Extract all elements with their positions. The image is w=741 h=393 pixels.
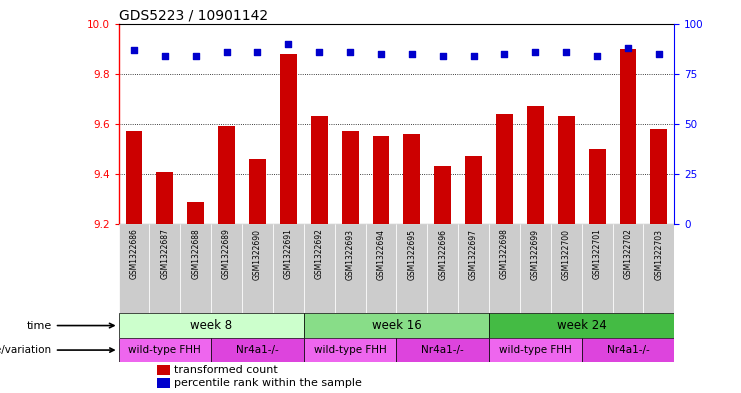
Point xyxy=(468,53,479,59)
Point xyxy=(437,53,449,59)
Bar xyxy=(187,202,205,224)
Bar xyxy=(496,114,513,224)
Text: GSM1322699: GSM1322699 xyxy=(531,229,540,279)
Bar xyxy=(558,116,575,224)
FancyBboxPatch shape xyxy=(489,313,674,338)
FancyBboxPatch shape xyxy=(613,224,643,313)
FancyBboxPatch shape xyxy=(119,338,211,362)
FancyBboxPatch shape xyxy=(489,224,520,313)
Text: GSM1322703: GSM1322703 xyxy=(654,229,663,279)
FancyBboxPatch shape xyxy=(582,224,613,313)
Text: GSM1322688: GSM1322688 xyxy=(191,229,200,279)
FancyBboxPatch shape xyxy=(119,313,304,338)
Text: GSM1322686: GSM1322686 xyxy=(130,229,139,279)
Text: genotype/variation: genotype/variation xyxy=(0,345,114,355)
Text: Nr4a1-/-: Nr4a1-/- xyxy=(236,345,279,355)
FancyBboxPatch shape xyxy=(273,224,304,313)
FancyBboxPatch shape xyxy=(520,224,551,313)
FancyBboxPatch shape xyxy=(396,224,428,313)
Bar xyxy=(157,365,170,375)
Bar xyxy=(434,167,451,224)
Text: GSM1322696: GSM1322696 xyxy=(438,229,448,279)
Point xyxy=(344,48,356,55)
Bar xyxy=(403,134,420,224)
Point xyxy=(190,53,202,59)
FancyBboxPatch shape xyxy=(211,338,304,362)
Bar xyxy=(527,107,544,224)
Bar xyxy=(157,378,170,388)
Point xyxy=(221,48,233,55)
Bar xyxy=(280,54,297,224)
FancyBboxPatch shape xyxy=(304,224,335,313)
Bar xyxy=(156,171,173,224)
Bar xyxy=(651,129,668,224)
Text: Nr4a1-/-: Nr4a1-/- xyxy=(607,345,649,355)
FancyBboxPatch shape xyxy=(365,224,396,313)
Text: GSM1322689: GSM1322689 xyxy=(222,229,231,279)
Text: wild-type FHH: wild-type FHH xyxy=(313,345,387,355)
Point xyxy=(560,48,572,55)
Text: Nr4a1-/-: Nr4a1-/- xyxy=(422,345,464,355)
Text: wild-type FHH: wild-type FHH xyxy=(128,345,202,355)
Bar xyxy=(125,131,142,224)
Point xyxy=(499,51,511,57)
Text: GSM1322701: GSM1322701 xyxy=(593,229,602,279)
Bar xyxy=(310,116,328,224)
Point xyxy=(282,40,294,47)
Bar xyxy=(619,49,637,224)
Text: week 24: week 24 xyxy=(556,319,607,332)
Bar xyxy=(249,159,266,224)
Text: GSM1322691: GSM1322691 xyxy=(284,229,293,279)
Point xyxy=(406,51,418,57)
Text: GSM1322687: GSM1322687 xyxy=(160,229,170,279)
Point xyxy=(375,51,387,57)
Text: week 8: week 8 xyxy=(190,319,232,332)
Text: GSM1322697: GSM1322697 xyxy=(469,229,478,279)
Point xyxy=(251,48,264,55)
Point xyxy=(591,53,603,59)
FancyBboxPatch shape xyxy=(489,338,582,362)
Text: GSM1322700: GSM1322700 xyxy=(562,229,571,279)
FancyBboxPatch shape xyxy=(643,224,674,313)
Point xyxy=(313,48,325,55)
FancyBboxPatch shape xyxy=(150,224,180,313)
Bar xyxy=(218,127,235,224)
Text: GSM1322692: GSM1322692 xyxy=(315,229,324,279)
Point xyxy=(653,51,665,57)
Point xyxy=(622,44,634,51)
Text: GSM1322693: GSM1322693 xyxy=(345,229,355,279)
FancyBboxPatch shape xyxy=(335,224,365,313)
Text: time: time xyxy=(27,321,114,331)
Point xyxy=(159,53,170,59)
Point xyxy=(128,46,140,53)
Text: GSM1322694: GSM1322694 xyxy=(376,229,385,279)
Text: transformed count: transformed count xyxy=(174,365,278,375)
FancyBboxPatch shape xyxy=(304,338,396,362)
Text: GDS5223 / 10901142: GDS5223 / 10901142 xyxy=(119,8,268,22)
FancyBboxPatch shape xyxy=(119,224,150,313)
Text: GSM1322690: GSM1322690 xyxy=(253,229,262,279)
Text: GSM1322702: GSM1322702 xyxy=(623,229,633,279)
Bar xyxy=(588,149,605,224)
Text: week 16: week 16 xyxy=(371,319,422,332)
FancyBboxPatch shape xyxy=(396,338,489,362)
FancyBboxPatch shape xyxy=(582,338,674,362)
FancyBboxPatch shape xyxy=(428,224,458,313)
FancyBboxPatch shape xyxy=(242,224,273,313)
Text: percentile rank within the sample: percentile rank within the sample xyxy=(174,378,362,387)
Text: GSM1322698: GSM1322698 xyxy=(500,229,509,279)
Point xyxy=(529,48,541,55)
FancyBboxPatch shape xyxy=(180,224,211,313)
FancyBboxPatch shape xyxy=(304,313,489,338)
FancyBboxPatch shape xyxy=(211,224,242,313)
FancyBboxPatch shape xyxy=(458,224,489,313)
Text: GSM1322695: GSM1322695 xyxy=(408,229,416,279)
Bar xyxy=(342,131,359,224)
FancyBboxPatch shape xyxy=(551,224,582,313)
Bar xyxy=(373,136,390,224)
Text: wild-type FHH: wild-type FHH xyxy=(499,345,572,355)
Bar xyxy=(465,156,482,224)
